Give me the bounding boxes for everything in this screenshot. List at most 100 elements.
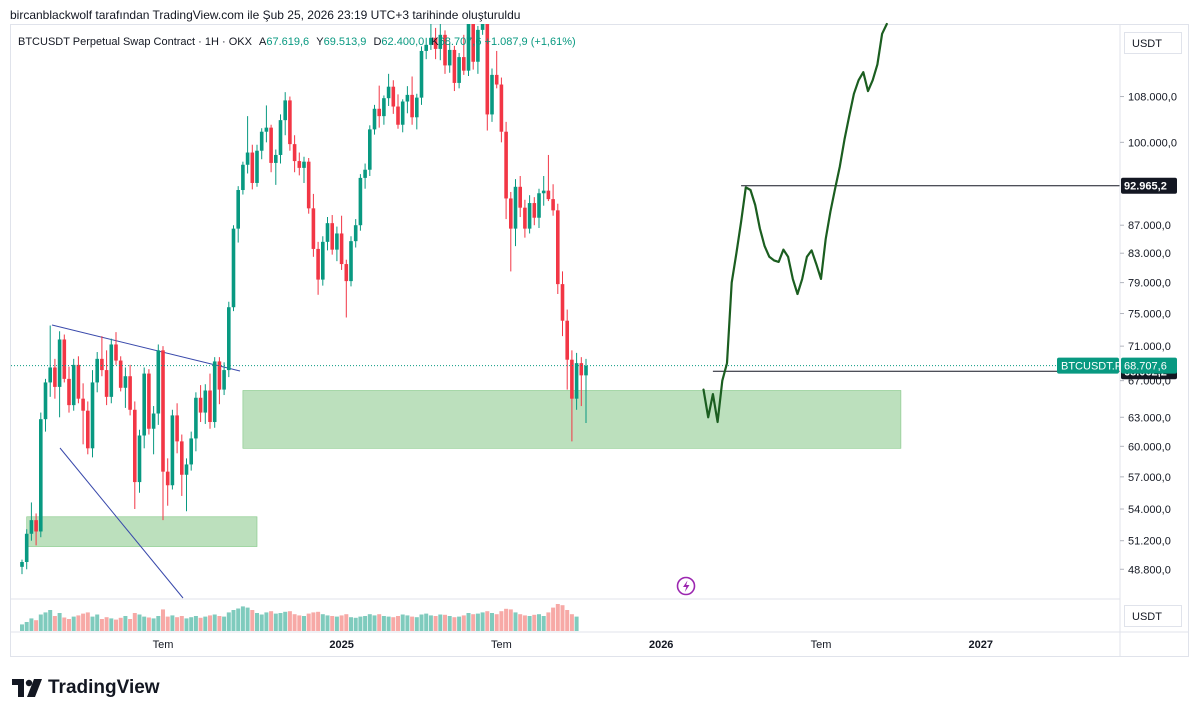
candle-body xyxy=(95,358,99,383)
volume-bar xyxy=(311,612,316,631)
volume-currency-button[interactable]: USDT xyxy=(1124,605,1182,627)
currency-button[interactable]: USDT xyxy=(1124,32,1182,54)
volume-bar xyxy=(551,607,556,631)
candle-body xyxy=(490,74,494,115)
tradingview-logo[interactable]: TradingView xyxy=(12,676,160,700)
candle-body xyxy=(339,233,344,265)
candle-body xyxy=(574,363,579,399)
price-tick-label: 60.000,0 xyxy=(1128,441,1171,453)
candle-body xyxy=(457,57,461,83)
candle-body xyxy=(335,233,339,250)
volume-bar xyxy=(433,616,438,631)
volume-bar xyxy=(471,614,476,631)
candle-body xyxy=(180,441,184,475)
symbol-title[interactable]: BTCUSDT Perpetual Swap Contract · 1H · O… xyxy=(18,36,252,48)
price-tick-label: 63.000,0 xyxy=(1128,412,1171,424)
price-tick-label: 71.000,0 xyxy=(1128,341,1171,353)
last-price-symbol-box xyxy=(1057,357,1119,374)
time-tick-label: 2025 xyxy=(329,639,353,651)
volume-bar xyxy=(466,613,471,631)
volume-bar xyxy=(245,607,250,631)
candle-body xyxy=(165,471,170,486)
volume-bar xyxy=(250,610,255,631)
volume-bar xyxy=(377,614,382,631)
high-value: 69.513,9 xyxy=(323,36,367,48)
volume-bar xyxy=(518,614,523,631)
candle-body xyxy=(147,373,151,429)
volume-bar xyxy=(428,615,433,631)
low-value: 62.400,0 xyxy=(381,36,425,48)
volume-bar xyxy=(62,617,67,631)
volume-bar xyxy=(325,615,330,631)
volume-bar xyxy=(555,604,560,631)
candle-body xyxy=(438,34,443,49)
volume-bar xyxy=(527,616,532,631)
volume-bar xyxy=(490,613,494,631)
change-value: +1.087,9 (+1,61%) xyxy=(484,36,576,48)
candle-body xyxy=(81,398,85,411)
candle-body xyxy=(189,438,193,465)
candle-body xyxy=(302,161,306,168)
candle-body xyxy=(39,419,43,532)
volume-bar xyxy=(334,616,339,631)
volume-bar xyxy=(146,617,151,631)
volume-bar xyxy=(43,612,48,631)
time-tick-label: Tem xyxy=(491,639,512,651)
candle-body xyxy=(208,390,212,423)
volume-bar xyxy=(175,617,180,631)
candle-body xyxy=(24,533,29,562)
projection-drawing xyxy=(702,22,888,424)
candle-body xyxy=(123,376,128,388)
candle-body xyxy=(194,397,198,439)
volume-bar xyxy=(165,616,170,631)
price-tick-label: 54.000,0 xyxy=(1128,504,1171,516)
volume-bar xyxy=(400,614,405,631)
candle-body xyxy=(184,464,189,475)
volume-bar xyxy=(38,614,43,631)
lightning-icon[interactable] xyxy=(683,580,690,593)
volume-bar xyxy=(67,619,71,631)
candle-body xyxy=(494,74,499,85)
candle-body xyxy=(471,24,475,62)
volume-bar xyxy=(71,616,76,631)
candle-body xyxy=(297,161,302,168)
last-price-symbol: BTCUSDT.P xyxy=(1061,361,1122,373)
volume-bar xyxy=(306,613,311,631)
upper-trendline xyxy=(51,324,241,372)
volume-bar xyxy=(76,615,81,631)
candle-body xyxy=(480,24,485,30)
volume-bar xyxy=(391,617,396,631)
volume-bar xyxy=(212,614,217,631)
candle-body xyxy=(118,360,123,388)
candle-body xyxy=(311,208,316,249)
candle-body xyxy=(212,361,217,423)
candle-body xyxy=(556,210,560,285)
candle-body xyxy=(419,50,424,98)
candle-body xyxy=(175,415,179,442)
candle-body xyxy=(48,367,52,383)
candle-body xyxy=(353,225,358,242)
candle-body xyxy=(231,228,236,308)
volume-bar xyxy=(208,615,212,631)
candle-body xyxy=(109,344,114,397)
candles xyxy=(20,24,588,575)
candle-body xyxy=(518,186,522,208)
candle-body xyxy=(269,127,273,163)
candle-body xyxy=(245,152,250,165)
candle-body xyxy=(67,378,71,406)
projection-path xyxy=(702,22,888,424)
candle-body xyxy=(344,264,349,282)
volume-bar xyxy=(151,618,156,631)
candle-body xyxy=(156,350,161,414)
volume-bar xyxy=(24,622,29,631)
time-tick-label: 2027 xyxy=(969,639,993,651)
volume-bar xyxy=(414,617,419,631)
candle-body xyxy=(358,177,363,226)
volume-bar xyxy=(269,611,274,631)
candle-body xyxy=(133,409,137,483)
candle-body xyxy=(227,307,231,371)
candle-body xyxy=(584,365,588,376)
candle-body xyxy=(278,120,283,155)
volume-bar xyxy=(302,616,306,631)
